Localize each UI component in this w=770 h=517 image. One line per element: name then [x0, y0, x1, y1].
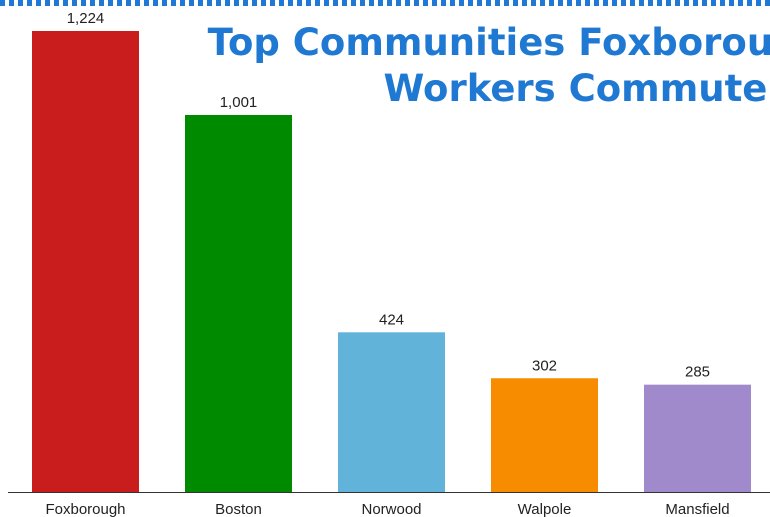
chart-title-line-2: Workers Commute To — [383, 67, 770, 110]
value-label-boston: 1,001 — [220, 94, 258, 111]
value-label-walpole: 302 — [532, 357, 557, 374]
chart-title-line-1: Top Communities Foxborough — [207, 21, 770, 64]
bar-boston — [185, 114, 292, 492]
bar-norwood — [338, 332, 445, 492]
x-tick-label-mansfield: Mansfield — [665, 501, 729, 517]
x-tick-label-boston: Boston — [215, 501, 262, 517]
x-tick-label-norwood: Norwood — [361, 501, 421, 517]
dotted-top-rule — [0, 0, 770, 6]
x-tick-label-walpole: Walpole — [518, 501, 572, 517]
bar-foxborough — [32, 31, 139, 492]
bar-mansfield — [644, 384, 751, 492]
bar-walpole — [491, 378, 598, 492]
value-label-foxborough: 1,224 — [67, 10, 105, 27]
x-tick-label-foxborough: Foxborough — [45, 501, 125, 517]
chart-title: Top Communities Foxborough Workers Commu… — [186, 20, 770, 112]
value-label-mansfield: 285 — [685, 364, 710, 381]
value-label-norwood: 424 — [379, 311, 404, 328]
